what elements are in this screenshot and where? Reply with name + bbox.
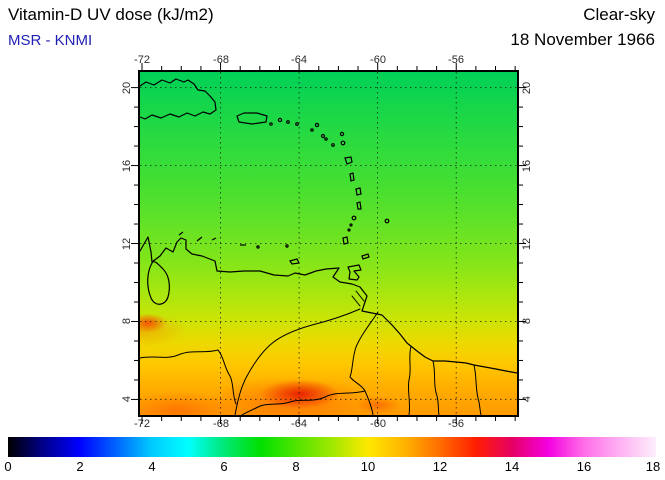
curacao: [196, 236, 203, 242]
margarita: [289, 258, 300, 265]
tobago: [361, 253, 370, 260]
data-source-label: MSR - KNMI: [8, 32, 93, 49]
graticule-gridlines: [140, 72, 517, 415]
orinoco-river: [234, 308, 361, 416]
uv-dose-heatmap: [140, 72, 517, 415]
sky-condition-label: Clear-sky: [583, 5, 655, 24]
martinique: [355, 187, 362, 196]
colorbar-label: 8: [292, 459, 300, 474]
colorbar-label: 14: [504, 459, 520, 474]
aruba: [178, 231, 184, 236]
grenada: [342, 236, 349, 245]
x-axis-label-top: -56: [448, 54, 464, 66]
puerto-rico-coastline: [236, 112, 268, 125]
colorbar-label: 16: [576, 459, 592, 474]
south-america-coastline: [139, 236, 518, 374]
lake-maracaibo-outline: [147, 261, 170, 305]
hispaniola-coastline: [139, 78, 217, 120]
colorbar-label: 2: [76, 459, 84, 474]
x-axis-label-top: -60: [370, 54, 386, 66]
colorbar-label: 4: [148, 459, 156, 474]
coastlines: [139, 78, 518, 374]
map-frame: [131, 63, 526, 424]
header-right: Clear-sky 18 November 1966: [510, 5, 655, 50]
x-axis-label-top: -72: [134, 54, 150, 66]
colorbar-label: 6: [220, 459, 228, 474]
axis-tick-marks: [131, 63, 526, 424]
colombia-venezuela-border: [139, 349, 237, 405]
st-lucia: [356, 201, 362, 210]
small-islands: [178, 117, 390, 265]
header-left: Vitamin-D UV dose (kJ/m2) MSR - KNMI: [8, 5, 214, 49]
venezuela-brazil-border: [241, 390, 366, 416]
venezuela-guyana-border: [349, 311, 379, 416]
map-overlay: [131, 63, 526, 424]
suriname-frenchguiana-border: [473, 364, 482, 416]
x-axis-label-top: -68: [213, 54, 229, 66]
colorbar-label: 12: [432, 459, 448, 474]
guyana-suriname-border: [432, 360, 440, 416]
guadeloupe: [344, 156, 353, 165]
bonaire: [211, 237, 217, 241]
essequibo-river: [407, 345, 412, 416]
x-axis-label-top: -64: [291, 54, 307, 66]
dominica: [349, 172, 355, 182]
rivers-and-borders: [139, 290, 482, 416]
trinidad-coastline: [347, 264, 362, 281]
colorbar: [8, 437, 656, 457]
colorbar-label: 0: [4, 459, 12, 474]
colorbar-label: 18: [645, 459, 661, 474]
date-label: 18 November 1966: [510, 30, 655, 49]
page-title: Vitamin-D UV dose (kJ/m2): [8, 5, 214, 24]
orinoco-delta-channels: [351, 290, 365, 307]
colorbar-label: 10: [360, 459, 376, 474]
